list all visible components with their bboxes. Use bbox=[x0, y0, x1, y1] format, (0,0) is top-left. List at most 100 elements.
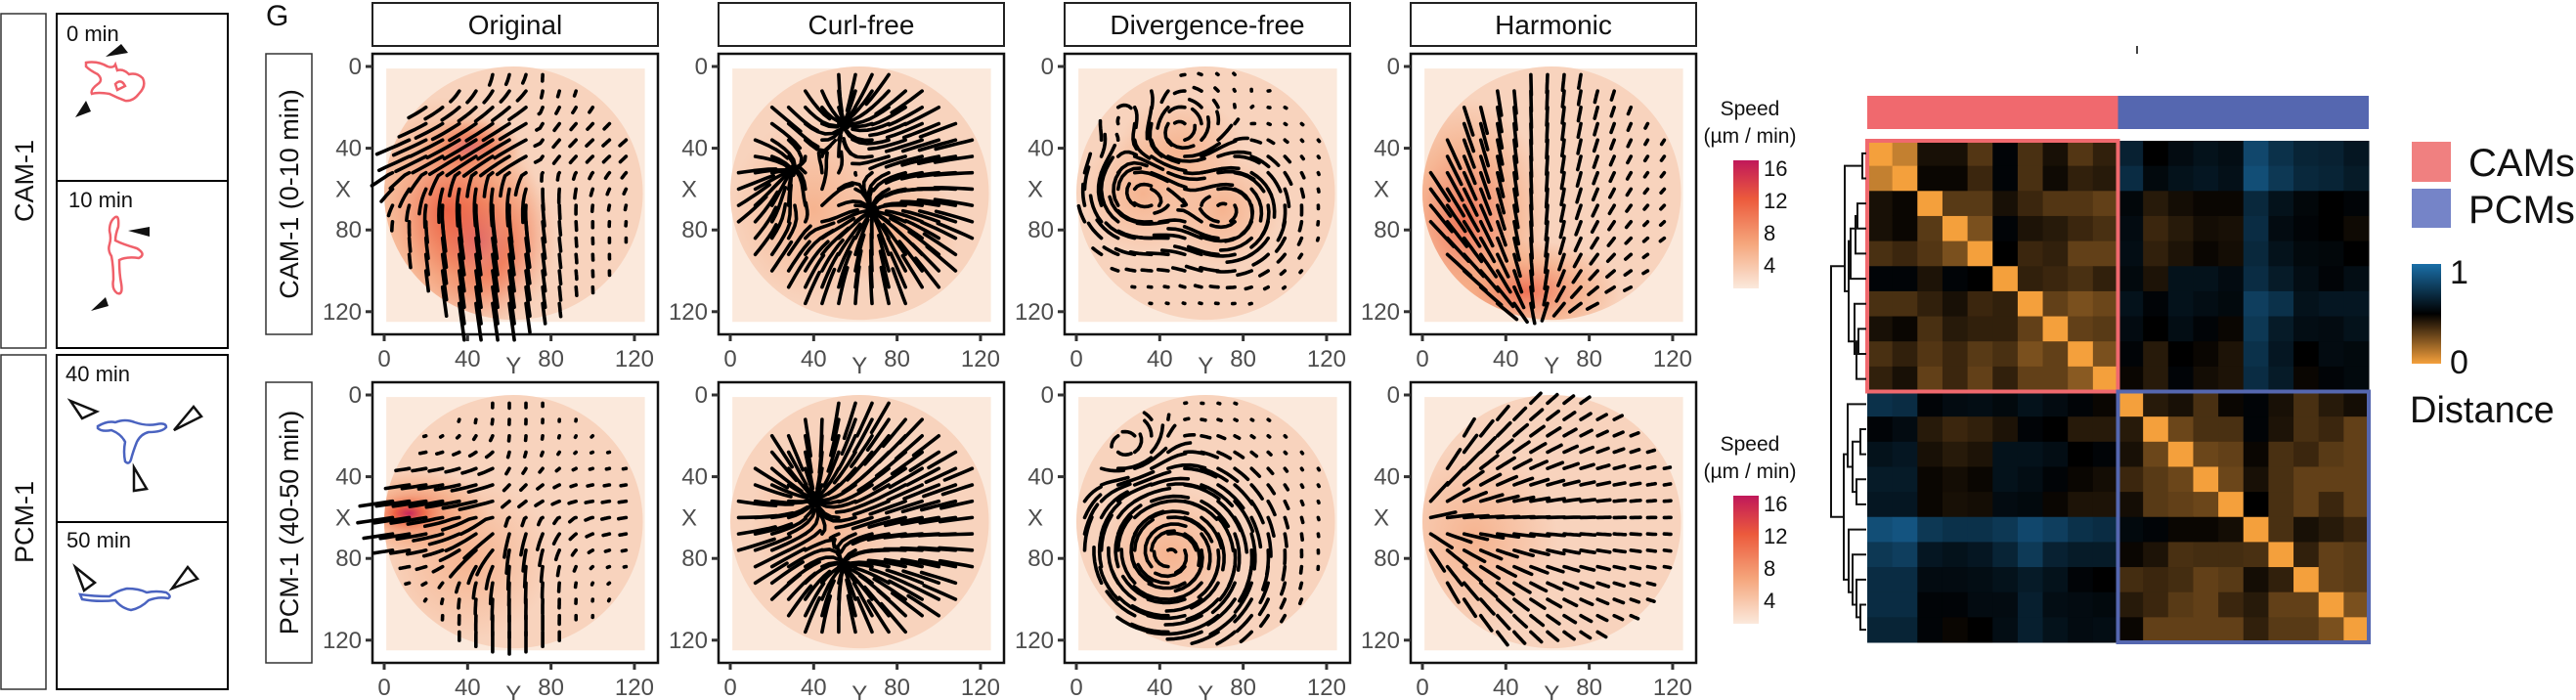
heatmap-cell bbox=[2167, 215, 2194, 242]
flow-arrow bbox=[888, 579, 924, 601]
heatmap-cell bbox=[1942, 316, 1969, 342]
flow-arrow bbox=[837, 483, 874, 504]
flow-arrow bbox=[845, 72, 857, 112]
flow-arrow bbox=[1642, 154, 1650, 163]
flow-arrow bbox=[1150, 509, 1190, 520]
flow-arrow bbox=[1496, 89, 1504, 117]
flow-arrow bbox=[473, 417, 478, 425]
flow-arrow bbox=[1645, 581, 1657, 587]
flow-arrow bbox=[897, 240, 924, 273]
flow-arrow bbox=[1662, 564, 1673, 570]
flow-arrow bbox=[390, 220, 395, 233]
heatmap-cell bbox=[2268, 165, 2294, 192]
flow-arrow bbox=[1478, 548, 1504, 561]
heatmap-legend: CAMs PCMs 1 0 Distance bbox=[2410, 142, 2575, 431]
y-tick-label: 0 bbox=[1041, 54, 1054, 80]
flow-arrow bbox=[1512, 630, 1527, 645]
flow-arrow bbox=[851, 154, 891, 166]
y-tick-label: 120 bbox=[1361, 628, 1400, 654]
heatmap-cell bbox=[2218, 215, 2245, 242]
flow-arrow bbox=[1612, 532, 1628, 537]
flow-arrow bbox=[1233, 154, 1261, 165]
flow-arrow bbox=[1299, 499, 1305, 507]
flow-arrow bbox=[916, 197, 958, 207]
flow-arrow bbox=[484, 450, 495, 459]
heatmap-cell bbox=[1967, 391, 1993, 417]
heatmap-cell bbox=[2243, 141, 2269, 167]
flow-arrow bbox=[1645, 464, 1657, 470]
flow-arrow bbox=[1496, 106, 1504, 134]
heatmap-cell bbox=[1992, 241, 2019, 267]
x-tick-label: 40 bbox=[1147, 675, 1173, 700]
heatmap-cell bbox=[2042, 266, 2069, 292]
flow-arrow bbox=[1629, 532, 1642, 537]
flow-arrow bbox=[1529, 564, 1550, 575]
flow-arrow bbox=[524, 284, 532, 318]
flow-arrow bbox=[1462, 433, 1479, 455]
flow-arrow bbox=[890, 450, 924, 476]
heatmap-cell bbox=[1942, 516, 1969, 543]
flow-arrow bbox=[1560, 72, 1566, 93]
flow-arrow bbox=[444, 466, 461, 474]
flow-arrow bbox=[1266, 532, 1273, 558]
flow-arrow bbox=[521, 72, 528, 85]
flow-arrow bbox=[458, 236, 466, 277]
heatmap-cell bbox=[1992, 391, 2019, 417]
heatmap-cell bbox=[1992, 316, 2019, 342]
heatmap-cell bbox=[2118, 542, 2144, 568]
flow-arrow bbox=[586, 483, 595, 488]
heatmap-cell bbox=[1967, 266, 1993, 292]
frame-time-label: 10 min bbox=[68, 188, 133, 212]
flow-arrow bbox=[1223, 220, 1253, 243]
flow-arrow bbox=[1612, 430, 1625, 438]
flow-arrow bbox=[1546, 392, 1559, 406]
flow-arrow bbox=[1150, 138, 1181, 164]
flow-arrow bbox=[1249, 483, 1264, 501]
arrowhead-open-icon bbox=[72, 563, 98, 592]
flow-arrow bbox=[1147, 581, 1187, 591]
flow-arrow bbox=[473, 597, 478, 616]
flow-arrow bbox=[804, 569, 832, 601]
flow-arrow bbox=[1478, 170, 1492, 200]
flow-arrow bbox=[819, 510, 857, 523]
flow-arrow bbox=[918, 515, 958, 525]
distance-min-label: 0 bbox=[2450, 344, 2468, 381]
heatmap-cell bbox=[2042, 316, 2069, 342]
flow-arrow bbox=[1299, 515, 1305, 525]
flow-arrow bbox=[1462, 187, 1479, 217]
flow-arrow bbox=[820, 183, 854, 207]
x-tick-label: 120 bbox=[961, 675, 1000, 700]
flow-arrow bbox=[1200, 483, 1235, 507]
flow-arrow bbox=[556, 434, 561, 440]
flow-arrow bbox=[1529, 532, 1551, 538]
flow-arrow bbox=[871, 170, 907, 193]
heatmap-cell bbox=[2092, 266, 2118, 292]
heatmap-cell bbox=[2118, 591, 2144, 618]
flow-arrow bbox=[1478, 121, 1490, 152]
flow-arrow bbox=[474, 252, 483, 293]
flow-arrow bbox=[1157, 218, 1187, 224]
heatmap-cell bbox=[2268, 441, 2294, 467]
flow-arrow bbox=[847, 569, 874, 601]
flow-arrow bbox=[1428, 548, 1447, 573]
flow-arrow bbox=[925, 244, 958, 273]
flow-arrow bbox=[1202, 251, 1237, 258]
heatmap-cell bbox=[2118, 492, 2144, 518]
flow-arrow bbox=[1183, 433, 1197, 438]
flow-arrow bbox=[445, 154, 478, 178]
flow-arrow bbox=[1576, 138, 1583, 155]
flow-arrow bbox=[786, 203, 799, 241]
flow-arrow bbox=[1546, 613, 1561, 626]
flow-arrow bbox=[1280, 581, 1288, 596]
flow-arrow bbox=[1132, 486, 1172, 503]
flow-arrow bbox=[1512, 548, 1535, 557]
flow-arrow bbox=[417, 450, 428, 456]
flow-arrow bbox=[1266, 187, 1277, 219]
flow-arrow bbox=[573, 434, 578, 440]
flow-arrow bbox=[1115, 514, 1133, 552]
flow-arrow bbox=[1209, 220, 1237, 230]
flow-arrow bbox=[1076, 203, 1087, 224]
x-axis-label: Y bbox=[1544, 353, 1559, 379]
heatmap-cell bbox=[2068, 266, 2094, 292]
flow-arrow bbox=[1591, 203, 1599, 218]
